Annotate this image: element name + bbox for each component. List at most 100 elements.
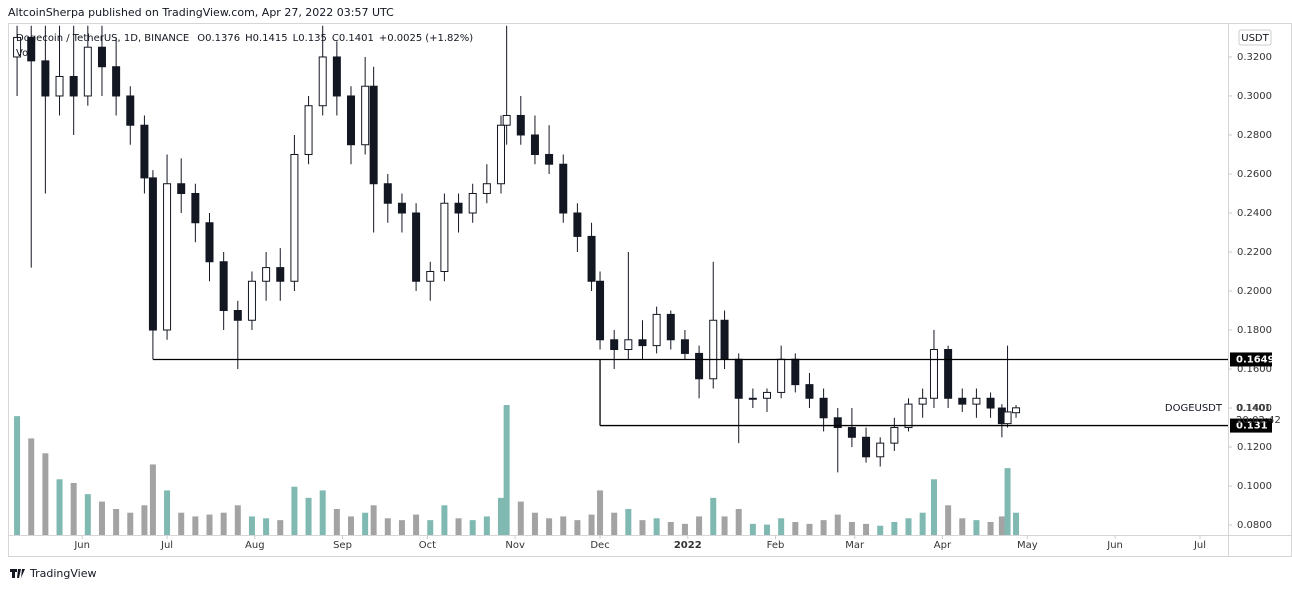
candle-body [55, 75, 64, 97]
brand: TradingView [10, 567, 96, 580]
y-tick-label: 0.2600 [1237, 169, 1272, 180]
candle-body [805, 384, 814, 399]
y-tick-label: 0.0800 [1237, 520, 1272, 531]
volume-bar [973, 520, 980, 535]
candle-body [369, 85, 378, 185]
candle-body [440, 202, 449, 273]
candle-body [777, 358, 786, 393]
volume-bar [192, 516, 199, 535]
candle-body [720, 319, 729, 360]
volume-bar [178, 512, 185, 535]
candle-body [929, 349, 938, 399]
candle-body [347, 95, 356, 146]
volume-bar [792, 522, 799, 535]
volume-bar [546, 518, 553, 535]
volume-bar [362, 512, 369, 535]
level-tag-label: 0.1649 [1236, 354, 1275, 365]
x-tick-label: Feb [767, 540, 785, 551]
candle-body [530, 134, 539, 155]
candle-body [262, 267, 271, 282]
volume-bar [149, 464, 156, 535]
volume-bar [348, 516, 355, 535]
candle-body [1012, 407, 1021, 414]
candle-body [41, 60, 50, 97]
legend-ohlc-label: L [293, 33, 299, 44]
legend-symbol: Dogecoin / TetherUS, 1D, BINANCE [16, 33, 189, 44]
legend: Dogecoin / TetherUS, 1D, BINANCE O0.1376 H… [16, 33, 473, 44]
candle-body [748, 397, 757, 400]
candle-body [734, 358, 743, 399]
legend-ohlc-value: 0.1415 [253, 33, 288, 44]
candle-body [361, 85, 370, 146]
candle-body [27, 36, 36, 62]
x-tick-label: Oct [419, 540, 436, 551]
x-tick-label: May [1017, 540, 1038, 551]
volume-bar [919, 512, 926, 535]
candle-body [559, 163, 568, 214]
countdown: 20:02:42 [1236, 415, 1281, 426]
candle-body [468, 192, 477, 214]
volume-bar [959, 518, 966, 535]
candle-body [205, 222, 214, 263]
candle-body [709, 319, 718, 380]
volume-bar [710, 497, 717, 535]
volume-bar [14, 416, 21, 535]
candle-body [573, 212, 582, 237]
volume-bar [987, 522, 994, 535]
candle-body [502, 114, 511, 126]
candle-body [958, 397, 967, 405]
candle-body [454, 202, 463, 214]
y-tick-label: 0.1000 [1237, 481, 1272, 492]
candle-body [397, 202, 406, 214]
volume-bar [696, 516, 703, 535]
candle-body [944, 349, 953, 399]
candle-body [986, 397, 995, 409]
x-tick-label: Jun [1106, 540, 1123, 551]
volume-bar [806, 523, 813, 535]
ticker-label: DOGEUSDT [1165, 403, 1223, 414]
volume-bar [905, 518, 912, 535]
candle-body [890, 427, 899, 444]
candle-body [290, 153, 299, 282]
volume-bar [141, 505, 148, 535]
volume-bar [735, 509, 742, 535]
volume-bar [277, 520, 284, 535]
volume-bar [483, 516, 490, 535]
candle-body [191, 192, 200, 224]
candle-body [83, 46, 92, 97]
legend-ohlc-value: 0.1401 [339, 33, 374, 44]
volume-bar [28, 438, 35, 535]
candle-body [972, 397, 981, 405]
candle-body [69, 75, 78, 97]
volume-bar [1013, 512, 1020, 535]
volume-bar [574, 520, 581, 535]
volume-bar [164, 490, 171, 535]
candle-body [112, 66, 121, 97]
volume-bar [998, 516, 1005, 535]
legend-ohlc-label: O [197, 33, 205, 44]
volume-label: Vol [16, 48, 31, 59]
legend-ohlc-value: 0.135 [298, 33, 327, 44]
x-tick-label: Jul [1193, 540, 1206, 551]
volume-bar [639, 520, 646, 535]
volume-bar [370, 505, 377, 535]
volume-bar [848, 522, 855, 535]
candle-body [516, 114, 525, 136]
level-tag-label: 0.131 [1236, 421, 1268, 432]
candle-body [791, 358, 800, 386]
volume-bar [891, 522, 898, 535]
candle-body [847, 427, 856, 438]
volume-bar [820, 520, 827, 535]
volume-bar [764, 524, 771, 535]
volume-bar [42, 453, 49, 535]
candle-body [862, 436, 871, 458]
volume-bar [248, 516, 255, 535]
volume-bar [220, 512, 227, 535]
volume-bar [70, 483, 77, 535]
volume-bar [84, 494, 91, 535]
candle-body [177, 183, 186, 194]
volume-bar [517, 501, 524, 535]
volume-bar [930, 479, 937, 535]
y-tick-label: 0.3000 [1237, 91, 1272, 102]
